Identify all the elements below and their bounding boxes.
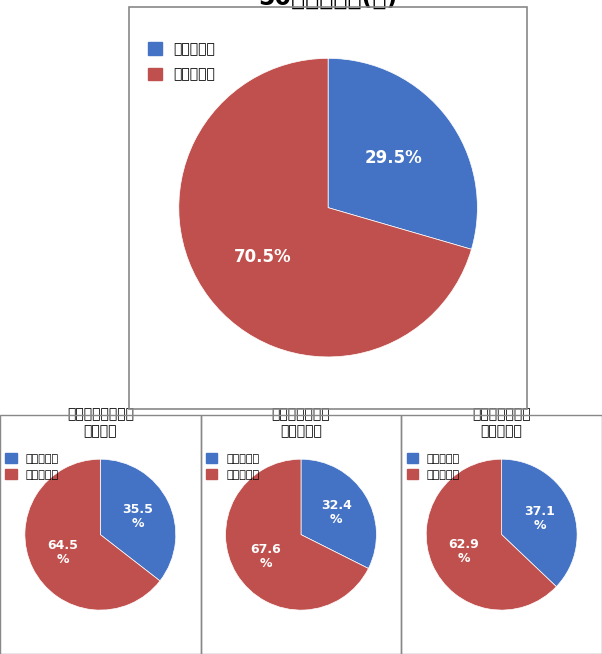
- Wedge shape: [179, 58, 471, 357]
- Wedge shape: [501, 459, 577, 587]
- Title: 分散投賄を有効
と考える人: 分散投賄を有効 と考える人: [272, 407, 330, 438]
- Wedge shape: [301, 459, 376, 568]
- Wedge shape: [25, 459, 160, 610]
- Wedge shape: [328, 58, 477, 249]
- Legend: ポジティブ, ネガティブ: ポジティブ, ネガティブ: [203, 450, 262, 483]
- Text: 29.5%: 29.5%: [365, 149, 423, 167]
- Wedge shape: [226, 459, 368, 610]
- Text: 37.1
%: 37.1 %: [524, 505, 555, 532]
- Wedge shape: [101, 459, 176, 581]
- Text: 62.9
%: 62.9 %: [448, 538, 479, 564]
- Text: 64.5
%: 64.5 %: [48, 540, 78, 566]
- Text: 32.4
%: 32.4 %: [321, 500, 352, 526]
- Legend: ポジティブ, ネガティブ: ポジティブ, ネガティブ: [403, 450, 464, 483]
- Title: 長期投賄を有効と
考える人: 長期投賄を有効と 考える人: [67, 407, 134, 438]
- Text: 35.5
%: 35.5 %: [122, 503, 153, 530]
- Title: 50代専業主妇(夫): 50代専業主妇(夫): [258, 0, 398, 9]
- Wedge shape: [426, 459, 556, 610]
- Title: 時間分散を有効
と考える人: 時間分散を有効 と考える人: [473, 407, 531, 438]
- Text: 67.6
%: 67.6 %: [250, 543, 281, 570]
- Text: 70.5%: 70.5%: [234, 248, 291, 266]
- Legend: ポジティブ, ネガティブ: ポジティブ, ネガティブ: [141, 35, 222, 88]
- Legend: ポジティブ, ネガティブ: ポジティブ, ネガティブ: [2, 450, 62, 483]
